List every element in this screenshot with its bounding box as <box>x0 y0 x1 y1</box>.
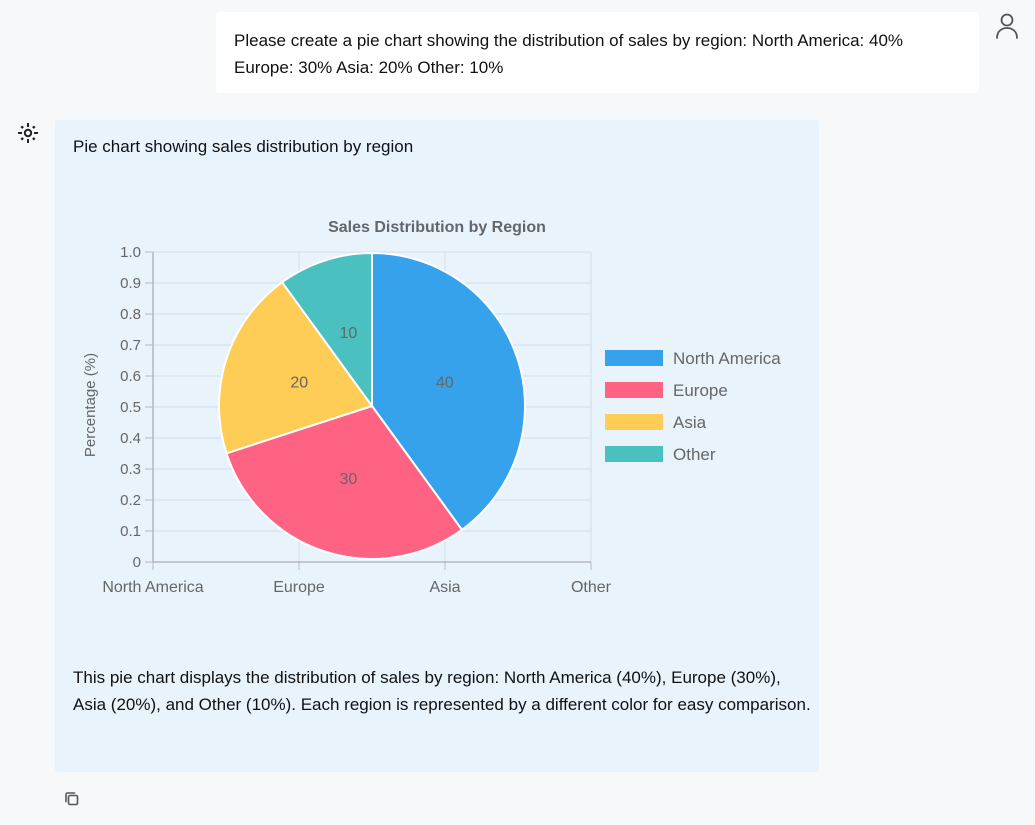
pie-slice-north-america <box>371 251 526 532</box>
legend-label: North America <box>673 349 781 368</box>
y-tick-label: 0.5 <box>120 399 141 416</box>
y-tick-label: 0.4 <box>120 430 141 447</box>
x-tick-label: Asia <box>429 579 460 596</box>
y-tick-label: 0.8 <box>120 306 141 323</box>
pie-slices <box>218 251 526 560</box>
y-tick-label: 0.3 <box>120 461 141 478</box>
user-icon[interactable] <box>994 12 1020 40</box>
x-tick-label: North America <box>102 579 203 596</box>
y-tick-label: 0 <box>133 554 141 571</box>
user-message-line-2: Europe: 30% Asia: 20% Other: 10% <box>234 58 504 77</box>
legend-label: Other <box>673 445 716 464</box>
pie-slice-other <box>280 251 373 410</box>
x-tick-label: Other <box>571 579 612 596</box>
y-tick-label: 0.1 <box>120 523 141 540</box>
y-tick-label: 0.9 <box>120 275 141 292</box>
legend-swatch <box>605 414 663 430</box>
pie-chart: Sales Distribution by Region Percentage … <box>82 219 781 596</box>
assistant-summary: This pie chart displays the distribution… <box>73 668 811 714</box>
y-axis-ticks: 0 0.1 0.2 0.3 0.4 0.5 0.6 0.7 0.8 0.9 1.0 <box>120 244 153 571</box>
assistant-intro: Pie chart showing sales distribution by … <box>73 137 414 156</box>
slice-value-label: 10 <box>339 325 357 342</box>
chart-legend: North America Europe Asia Other <box>605 349 781 464</box>
legend-label: Asia <box>673 413 707 432</box>
slice-value-label: 20 <box>290 374 308 391</box>
slice-value-label: 40 <box>436 374 454 391</box>
y-tick-label: 0.6 <box>120 368 141 385</box>
x-axis-ticks: North America Europe Asia Other <box>102 562 612 596</box>
user-message: Please create a pie chart showing the di… <box>216 12 979 93</box>
legend-swatch <box>605 350 663 366</box>
pie-slice-europe <box>225 404 464 560</box>
y-tick-label: 0.2 <box>120 492 141 509</box>
copy-icon[interactable] <box>62 789 82 809</box>
chart-title: Sales Distribution by Region <box>328 219 546 236</box>
user-message-line-1: Please create a pie chart showing the di… <box>234 31 904 50</box>
x-tick-label: Europe <box>273 579 325 596</box>
pie-slice-asia <box>218 280 374 455</box>
slice-value-label: 30 <box>339 471 357 488</box>
pie-slice-labels: 40 30 20 10 <box>290 325 453 488</box>
legend-label: Europe <box>673 381 728 400</box>
legend-swatch <box>605 382 663 398</box>
assistant-message: Pie chart showing sales distribution by … <box>55 120 819 772</box>
legend-swatch <box>605 446 663 462</box>
y-tick-label: 0.7 <box>120 337 141 354</box>
y-axis-label: Percentage (%) <box>82 353 99 457</box>
y-tick-label: 1.0 <box>120 244 141 261</box>
assistant-logo-icon <box>18 123 38 143</box>
